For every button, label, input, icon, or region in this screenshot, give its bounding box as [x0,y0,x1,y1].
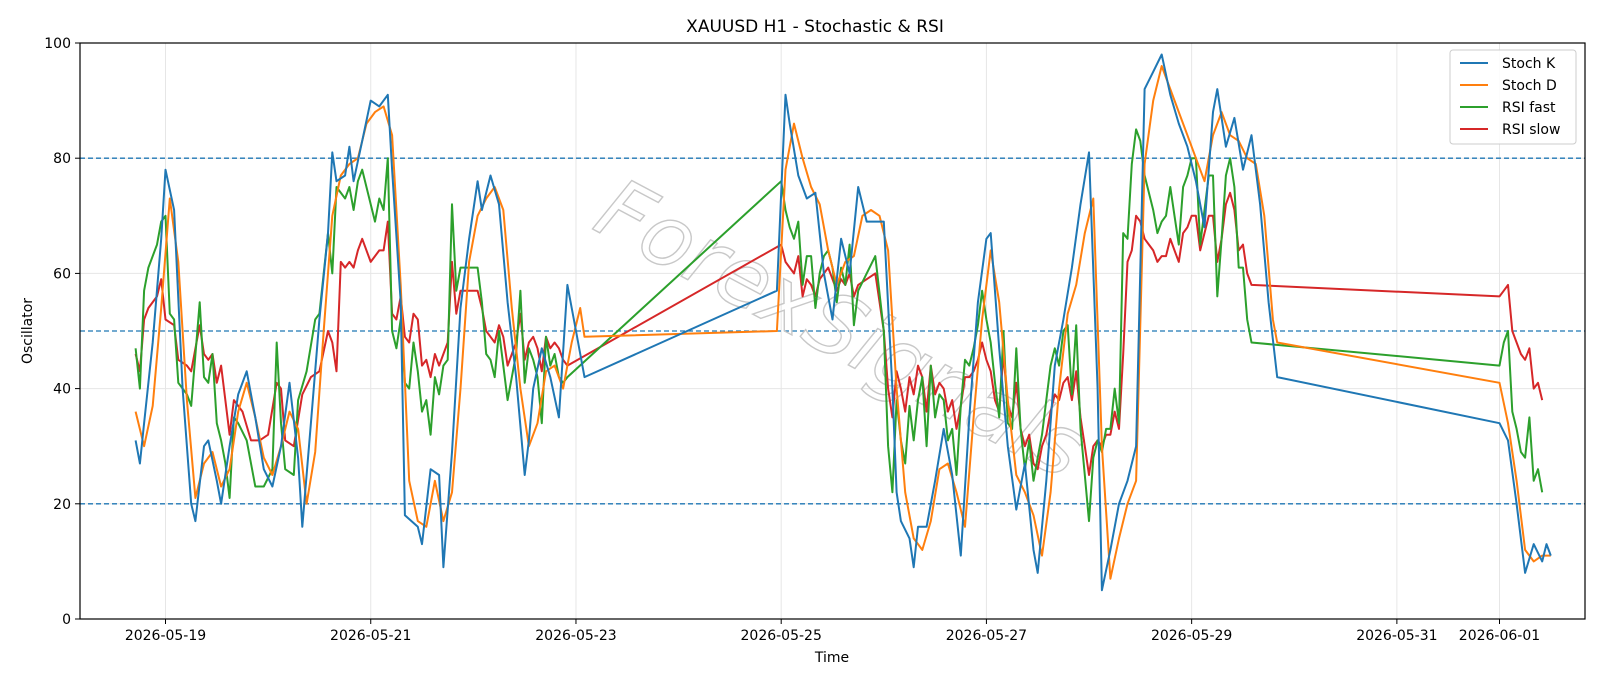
x-tick-label: 2026-05-19 [125,628,206,644]
x-axis: 2026-05-19 2026-05-21 2026-05-23 2026-05-25… [125,619,1540,644]
legend-label: Stoch K [1502,56,1556,72]
y-axis-label: Oscillator [20,298,36,364]
x-tick-label: 2026-05-31 [1356,628,1437,644]
x-tick-label: 2026-05-23 [535,628,616,644]
y-tick-label: 100 [44,36,71,52]
series-layer [134,53,1552,592]
x-tick-label: 2026-05-27 [946,628,1027,644]
legend-box [1449,49,1577,145]
x-tick-label: 2026-05-29 [1151,628,1232,644]
series-line-stoch-k [134,53,1552,592]
legend-label: RSI fast [1502,100,1556,116]
legend: Stoch K Stoch D RSI fast RSI slow [1449,49,1577,145]
reference-lines [80,157,1585,505]
legend-label: RSI slow [1502,122,1560,138]
y-tick-label: 40 [53,382,71,398]
y-tick-label: 20 [53,497,71,513]
x-tick-label: 2026-05-21 [330,628,411,644]
series-line-rsi-slow [134,191,1544,476]
x-tick-label: 2026-06-01 [1459,628,1540,644]
chart-title: XAUUSD H1 - Stochastic & RSI [686,17,944,37]
plot-frame [79,42,1586,620]
y-axis: 0 20 40 60 80 100 [44,36,80,628]
series-line-stoch-d [134,65,1551,580]
y-tick-label: 80 [53,151,71,167]
x-tick-label: 2026-05-25 [741,628,822,644]
y-tick-label: 60 [53,266,71,282]
x-axis-label: Time [814,650,849,666]
legend-label: Stoch D [1502,78,1557,94]
y-tick-label: 0 [62,612,71,628]
